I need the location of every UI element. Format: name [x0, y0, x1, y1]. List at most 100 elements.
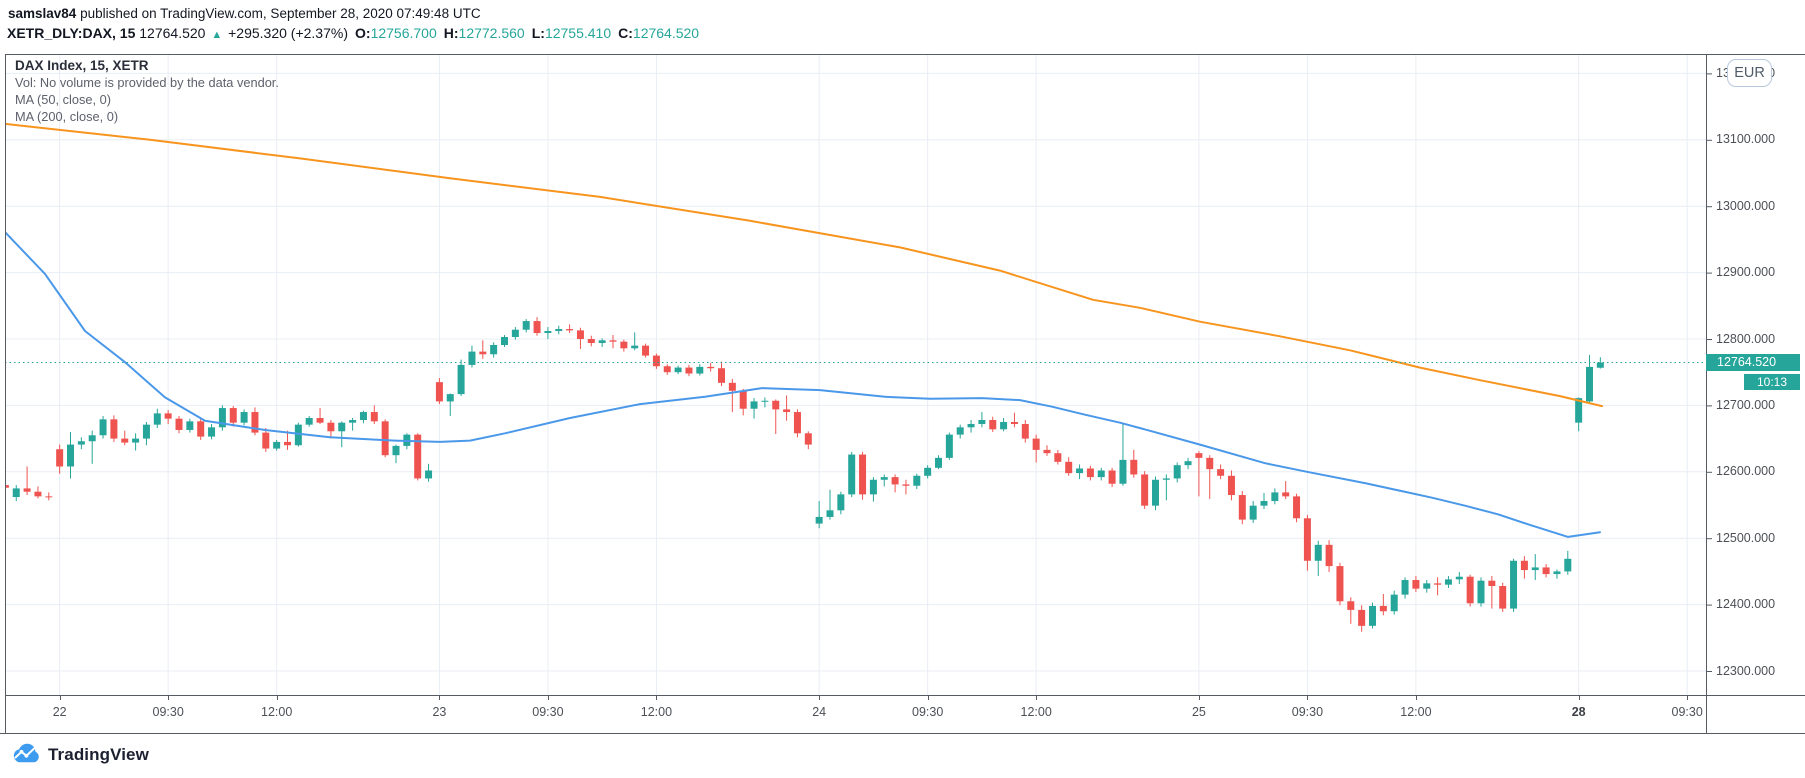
ma200-line[interactable] — [5, 122, 1603, 408]
candle-down — [284, 441, 291, 446]
candle-down — [1065, 461, 1073, 474]
symbol-name[interactable]: XETR_DLY:DAX, 15 — [7, 25, 136, 41]
candle-up — [1510, 560, 1518, 609]
time-axis-label: 12:00 — [1020, 705, 1052, 719]
candle-down — [1542, 567, 1550, 575]
legend-title[interactable]: DAX Index, 15, XETR — [15, 58, 149, 73]
candle-down — [1010, 422, 1018, 424]
candle-down — [728, 382, 736, 391]
legend-volume-note[interactable]: Vol: No volume is provided by the data v… — [15, 75, 279, 90]
price-axis-label: 12600.000 — [1716, 464, 1776, 479]
candle-down — [685, 367, 693, 374]
candle-down — [316, 418, 324, 423]
candle-up — [598, 340, 606, 343]
price-axis-label: 12900.000 — [1716, 265, 1776, 280]
candle-down — [739, 390, 747, 409]
candle-up — [522, 321, 530, 330]
candle-down — [1032, 438, 1040, 450]
candle-up — [208, 427, 216, 437]
candle-down — [164, 413, 172, 419]
candle-up — [1184, 461, 1192, 466]
candle-up — [273, 441, 281, 449]
candle-up — [457, 364, 465, 395]
candle-up — [1444, 579, 1452, 585]
candle-down — [1282, 492, 1290, 497]
candle-up — [1076, 468, 1084, 474]
candle-down — [804, 433, 812, 445]
candle-down — [121, 438, 129, 443]
candle-up — [1152, 479, 1159, 506]
candle-up — [761, 400, 769, 402]
candle-up — [186, 421, 194, 430]
candle-up — [218, 408, 226, 428]
ma50-line[interactable] — [5, 231, 1601, 538]
candle-up — [294, 424, 302, 446]
author-name: samslav84 — [8, 6, 77, 21]
candle-up — [1000, 422, 1008, 430]
chart-legend: DAX Index, 15, XETR Vol: No volume is pr… — [15, 57, 279, 125]
candle-down — [370, 412, 378, 422]
candle-up — [99, 419, 107, 436]
candle-up — [1564, 558, 1572, 572]
candle-up — [837, 494, 845, 511]
price-axis-label: 12500.000 — [1716, 530, 1776, 545]
candle-up — [338, 422, 346, 432]
time-axis-label: 12:00 — [261, 705, 293, 719]
last-price: 12764.520 — [139, 25, 206, 41]
candle-up — [88, 435, 96, 442]
candle-down — [1293, 496, 1301, 519]
candle-down — [1499, 586, 1507, 609]
candle-up — [1162, 478, 1170, 480]
candle-up — [1531, 567, 1539, 571]
candle-down — [5, 485, 9, 488]
time-axis-label: 28 — [1571, 705, 1586, 719]
candle-up — [935, 457, 942, 468]
legend-ma200[interactable]: MA (200, close, 0) — [15, 109, 119, 124]
close-value: 12764.520 — [632, 25, 700, 41]
time-axis-label: 25 — [1191, 705, 1206, 719]
candle-up — [674, 367, 682, 373]
candle-down — [620, 341, 628, 349]
candle-down — [479, 351, 487, 355]
candle-down — [566, 329, 574, 331]
candle-down — [229, 408, 237, 423]
candle-down — [1358, 609, 1366, 626]
close-label: C: — [618, 25, 633, 41]
candle-up — [392, 445, 400, 456]
candle-up — [1249, 505, 1257, 520]
candle-down — [652, 355, 660, 367]
candle-up — [869, 479, 877, 495]
candle-up — [978, 420, 986, 424]
candle-down — [609, 340, 617, 342]
candle-down — [1043, 449, 1051, 454]
candle-down — [414, 434, 422, 479]
candle-up — [153, 413, 161, 425]
candle-down — [1488, 580, 1496, 587]
candle-up — [446, 394, 454, 402]
candle-down — [663, 366, 671, 373]
candle-up — [945, 434, 953, 458]
tradingview-logo[interactable]: TradingView — [8, 742, 149, 767]
candle-down — [381, 421, 389, 456]
candle-down — [1303, 518, 1311, 561]
candle-down — [197, 421, 205, 437]
low-value: 12755.410 — [544, 25, 612, 41]
candle-down — [1141, 474, 1149, 506]
candle-up — [349, 420, 357, 423]
candle-up — [1423, 583, 1431, 589]
candle-down — [587, 339, 595, 343]
candle-down — [707, 366, 715, 369]
candle-down — [989, 420, 997, 430]
candle-up — [425, 470, 433, 479]
candle-up — [501, 337, 508, 345]
candle-down — [793, 412, 801, 434]
candle-up — [826, 510, 834, 517]
candle-up — [67, 444, 74, 467]
currency-button[interactable]: EUR — [1727, 59, 1772, 87]
legend-ma50[interactable]: MA (50, close, 0) — [15, 92, 112, 107]
candle-up — [967, 423, 975, 428]
candle-down — [576, 330, 584, 339]
candle-down — [1238, 495, 1246, 520]
candle-down — [1466, 576, 1474, 604]
